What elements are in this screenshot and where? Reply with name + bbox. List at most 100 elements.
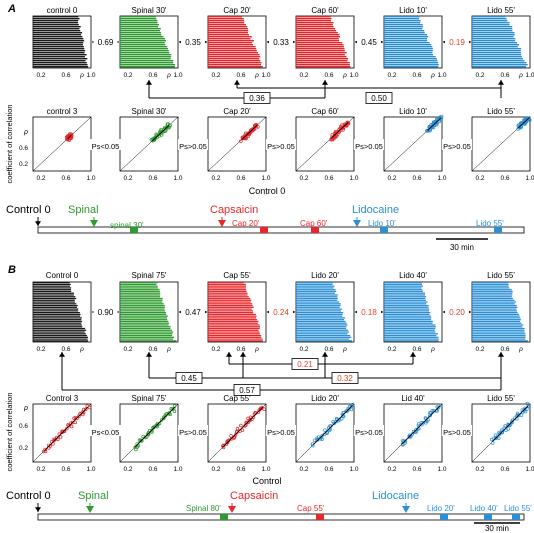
bar bbox=[384, 40, 428, 42]
x-tick-label: 0.6 bbox=[500, 175, 509, 182]
bar bbox=[296, 303, 341, 305]
bar bbox=[384, 46, 433, 48]
adjacent-value: 0.69 bbox=[98, 38, 114, 47]
x-tick-label: 0.2 bbox=[123, 72, 132, 79]
scatter-point bbox=[170, 407, 175, 411]
bar bbox=[208, 315, 257, 317]
scatter-point bbox=[310, 443, 315, 448]
bar bbox=[208, 54, 260, 56]
bar bbox=[208, 46, 256, 48]
correlation-bar-plot bbox=[207, 281, 267, 343]
plot-title: Spinal 75' bbox=[132, 394, 167, 403]
scatter-point bbox=[62, 429, 67, 433]
scatter-point bbox=[73, 420, 78, 425]
arrowhead bbox=[410, 352, 416, 357]
scatter-point bbox=[341, 128, 345, 132]
bar bbox=[296, 333, 348, 335]
x-axis-title: Control 0 bbox=[249, 186, 286, 196]
bar bbox=[33, 327, 86, 330]
bar bbox=[120, 306, 165, 308]
bar bbox=[472, 290, 513, 293]
x-tick-label: 0.6 bbox=[148, 346, 157, 353]
bar bbox=[472, 313, 520, 316]
treatment-mark bbox=[260, 227, 268, 233]
bar bbox=[296, 294, 338, 296]
regression-line bbox=[401, 405, 441, 445]
bar bbox=[384, 292, 426, 294]
bar bbox=[472, 333, 526, 335]
x-tick-label: 0.2 bbox=[475, 72, 484, 79]
bar bbox=[33, 290, 72, 293]
bar bbox=[33, 66, 89, 68]
scatter-point bbox=[229, 434, 233, 438]
arrowhead bbox=[234, 80, 240, 85]
bar bbox=[296, 34, 340, 36]
bar bbox=[472, 58, 523, 60]
bar bbox=[33, 62, 87, 64]
comparison-label: Ps>0.05 bbox=[443, 142, 471, 151]
bar bbox=[33, 338, 88, 340]
bar bbox=[33, 18, 80, 20]
scatter-point bbox=[43, 447, 47, 452]
bar bbox=[120, 42, 165, 44]
bar bbox=[296, 292, 335, 294]
treatment-mark bbox=[440, 514, 448, 520]
bar bbox=[296, 24, 333, 26]
bar bbox=[33, 333, 86, 335]
bar bbox=[33, 334, 87, 337]
bracket-value: 0.32 bbox=[337, 374, 353, 383]
scatter-point bbox=[159, 127, 163, 132]
bar bbox=[208, 301, 251, 303]
timeline-start-label: Control 0 bbox=[6, 490, 51, 502]
arrowhead bbox=[226, 352, 232, 357]
x-axis-symbol: ρ bbox=[166, 72, 171, 79]
correlation-bar-plot bbox=[383, 281, 443, 343]
scatter-plot bbox=[295, 402, 355, 463]
bar bbox=[296, 38, 339, 40]
scatter-point bbox=[430, 409, 434, 413]
x-tick-label: 0.6 bbox=[236, 175, 245, 182]
bar bbox=[472, 317, 521, 319]
bar bbox=[120, 308, 165, 310]
lido3-label: Lido 55' bbox=[504, 504, 532, 513]
bar bbox=[33, 317, 82, 319]
x-tick-label: 0.2 bbox=[475, 466, 484, 473]
bar bbox=[120, 331, 174, 333]
bar bbox=[208, 60, 261, 62]
scatter-point bbox=[226, 439, 231, 443]
bar bbox=[33, 285, 71, 287]
regression-line bbox=[313, 405, 353, 445]
bar bbox=[472, 34, 515, 36]
bar bbox=[33, 312, 80, 314]
bar bbox=[33, 54, 87, 56]
x-tick-label: 0.6 bbox=[500, 466, 509, 473]
bar bbox=[472, 338, 526, 340]
bar bbox=[120, 64, 176, 66]
bar bbox=[384, 42, 430, 44]
bar bbox=[120, 327, 171, 330]
bar bbox=[296, 18, 332, 20]
bar bbox=[120, 20, 158, 22]
comparison-label: Ps>0.05 bbox=[267, 428, 295, 437]
x-tick-label: 0.2 bbox=[299, 346, 308, 353]
bar bbox=[384, 64, 439, 66]
bar bbox=[120, 287, 159, 289]
adjacent-value: 0.24 bbox=[273, 308, 289, 317]
bar bbox=[120, 296, 161, 298]
bar bbox=[33, 282, 70, 284]
regression-line bbox=[491, 405, 529, 443]
bar bbox=[33, 32, 83, 34]
bar bbox=[120, 289, 160, 291]
treatment-mark bbox=[311, 227, 319, 233]
correlation-bar-plot bbox=[32, 15, 92, 69]
x-tick-label: 0.6 bbox=[236, 346, 245, 353]
bar bbox=[120, 66, 175, 68]
adjacent-value: 0.35 bbox=[185, 38, 201, 47]
bar bbox=[208, 287, 246, 289]
bar bbox=[33, 319, 82, 321]
scatter-point bbox=[497, 430, 501, 435]
bar bbox=[296, 48, 345, 50]
bar bbox=[120, 326, 171, 328]
scatter-point bbox=[166, 122, 170, 126]
bar bbox=[472, 50, 521, 52]
